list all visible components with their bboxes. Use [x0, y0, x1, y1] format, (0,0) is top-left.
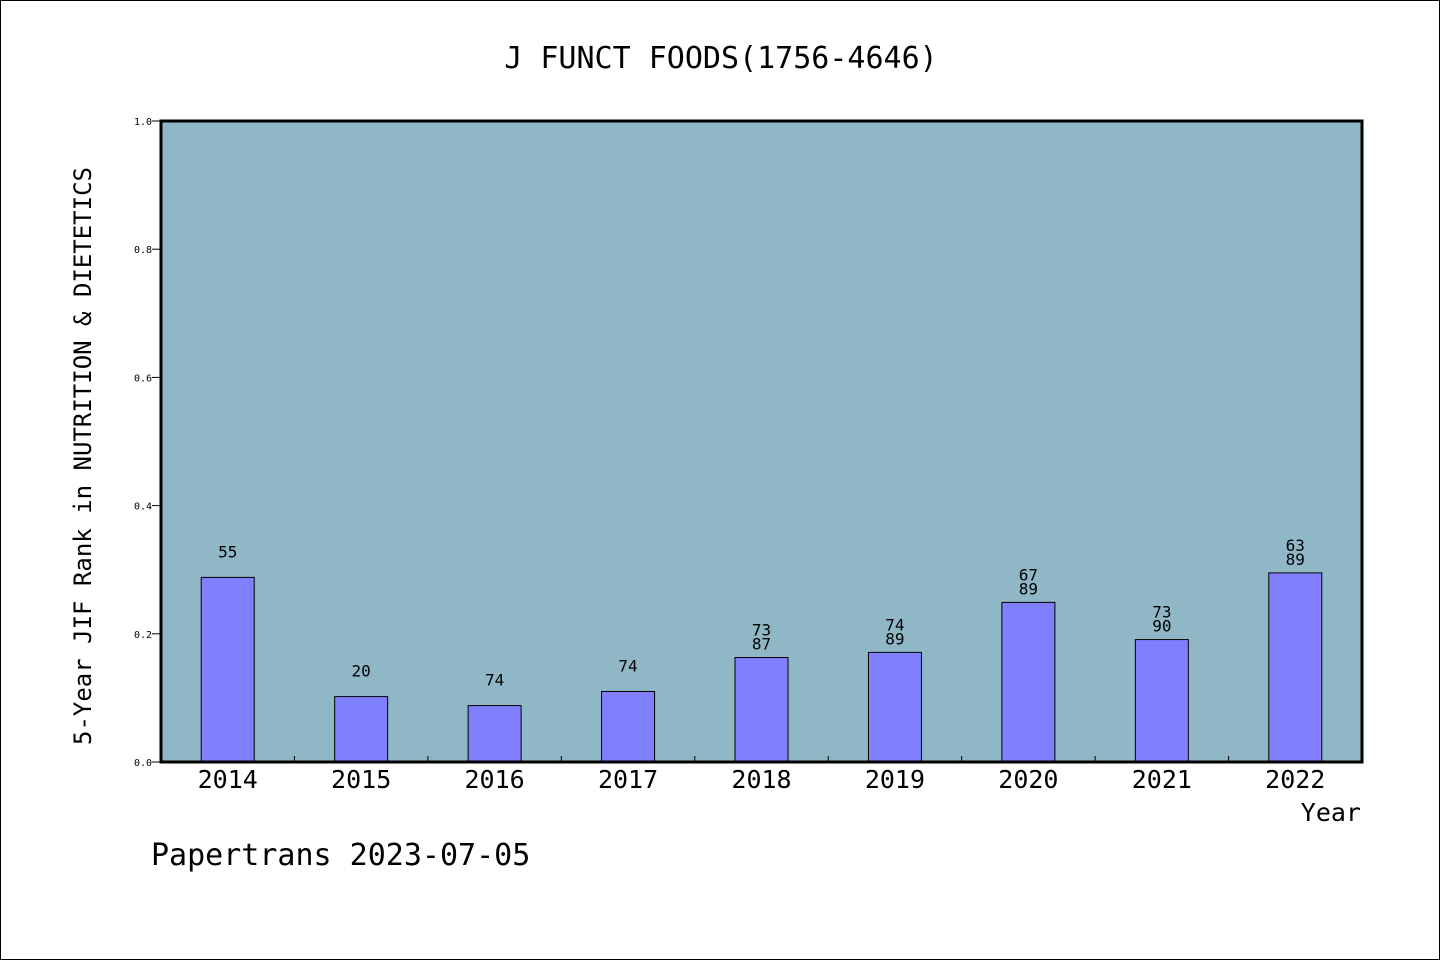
bar-2018: [734, 657, 789, 763]
plot-frame: [159, 119, 1364, 764]
data-label: 89: [1286, 550, 1305, 569]
y-axis-ticks: 0.0 0.2 0.4 0.6 0.8 1.0: [134, 117, 161, 769]
x-tick-label: 2014: [198, 765, 258, 794]
x-tick-label: 2015: [331, 765, 391, 794]
bar-2016: [467, 705, 522, 763]
x-tick-label: 2020: [998, 765, 1058, 794]
y-tick-label: 1.0: [134, 117, 152, 128]
data-label: 67: [1019, 565, 1038, 584]
x-tick-label: 2022: [1265, 765, 1325, 794]
bar-2017: [601, 690, 656, 763]
data-label: 20: [352, 662, 371, 681]
y-tick-label: 0.4: [134, 502, 152, 513]
x-tick-label: 2017: [598, 765, 658, 794]
data-label: 89: [1019, 579, 1038, 598]
bar-2014: [200, 576, 255, 763]
y-tick-label: 0.6: [134, 373, 152, 384]
data-label: 73: [752, 621, 771, 640]
data-label: 63: [1286, 536, 1305, 555]
chart-title: J FUNCT FOODS(1756-4646): [504, 41, 937, 76]
x-tick-label: 2019: [865, 765, 925, 794]
x-tick-label: 2018: [731, 765, 791, 794]
footer-credit: Papertrans 2023-07-05: [151, 838, 530, 873]
data-label: 73: [1152, 603, 1171, 622]
x-axis-label: Year: [1301, 798, 1361, 827]
data-label: 87: [752, 635, 771, 654]
data-label: 74: [618, 656, 637, 675]
data-label: 74: [485, 671, 504, 690]
bar-2019: [867, 651, 922, 763]
y-axis-label: 5-Year JIF Rank in NUTRITION & DIETETICS: [69, 167, 97, 745]
bar-2020: [1001, 601, 1056, 763]
x-tick-label: 2016: [465, 765, 525, 794]
data-label: 90: [1152, 617, 1171, 636]
data-label: 55: [218, 542, 237, 561]
bars-group: [200, 572, 1323, 763]
bar-2015: [334, 696, 389, 763]
x-axis-ticks: 2014 2015 2016 2017 2018 2019 2020 2021 2022: [198, 756, 1325, 794]
bar-2022: [1268, 572, 1323, 763]
y-tick-label: 0.8: [134, 245, 152, 256]
x-tick-label: 2021: [1132, 765, 1192, 794]
y-tick-label: 0.0: [134, 758, 152, 769]
data-label: 89: [885, 629, 904, 648]
bar-2021: [1134, 639, 1189, 763]
y-tick-label: 0.2: [134, 630, 152, 641]
data-label: 74: [885, 615, 904, 634]
